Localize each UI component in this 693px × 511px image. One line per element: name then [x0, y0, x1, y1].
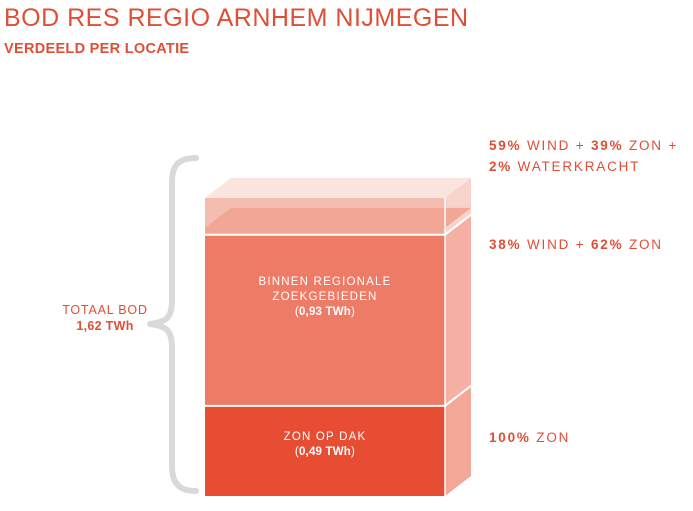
- total-brace: [147, 155, 199, 494]
- mix-zon-op-dak-line1: 100% ZON: [489, 430, 571, 445]
- segment-value-buiten: 0,20 TWh: [298, 157, 352, 169]
- mix-label-buiten: 59% WIND + 39% ZON + 2% WATERKRACHT: [489, 135, 678, 177]
- segment-name-buiten-line2: ZOEKGEBIEDEN: [272, 142, 378, 154]
- mix-label-zon-op-dak: 100% ZON: [489, 427, 570, 448]
- segment-label-buiten: BUITEN REGIONALE ZOEKGEBIEDEN (0,20 TWh): [205, 126, 445, 171]
- segment-name-binnen-line2: ZOEKGEBIEDEN: [272, 291, 378, 303]
- segment-name-binnen-line1: BINNEN REGIONALE: [258, 276, 392, 288]
- mix-buiten-line2: 2% WATERKRACHT: [489, 159, 641, 174]
- page-subtitle: VERDEELD PER LOCATIE: [4, 41, 190, 57]
- segment-side-binnen: [445, 214, 471, 406]
- bar-top-face: [205, 177, 471, 198]
- total-title: TOTAAL BOD: [62, 303, 148, 317]
- segment-bar-binnen: [205, 234, 445, 406]
- segment-band-buiten: [205, 207, 471, 235]
- segment-value-binnen: 0,93 TWh: [298, 306, 352, 318]
- segment-label-binnen: BINNEN REGIONALE ZOEKGEBIEDEN (0,93 TWh): [205, 275, 445, 320]
- segment-value-zon-op-dak: 0,49 TWh: [298, 446, 352, 458]
- mix-label-binnen: 38% WIND + 62% ZON: [489, 234, 663, 255]
- segment-label-zon-op-dak: ZON OP DAK (0,49 TWh): [205, 430, 445, 460]
- segment-name-zon-op-dak: ZON OP DAK: [283, 431, 367, 443]
- mix-binnen-line1: 38% WIND + 62% ZON: [489, 237, 663, 252]
- total-value: 1,62 TWh: [76, 319, 134, 333]
- segment-side-zon-op-dak: [445, 385, 471, 496]
- page-title: BOD RES REGIO ARNHEM NIJMEGEN: [4, 4, 469, 32]
- segment-bar-zon-op-dak: [205, 405, 445, 496]
- segment-name-buiten-line1: BUITEN REGIONALE: [259, 127, 391, 139]
- mix-buiten-line1: 59% WIND + 39% ZON +: [489, 138, 679, 153]
- total-label: TOTAAL BOD 1,62 TWh: [52, 302, 158, 334]
